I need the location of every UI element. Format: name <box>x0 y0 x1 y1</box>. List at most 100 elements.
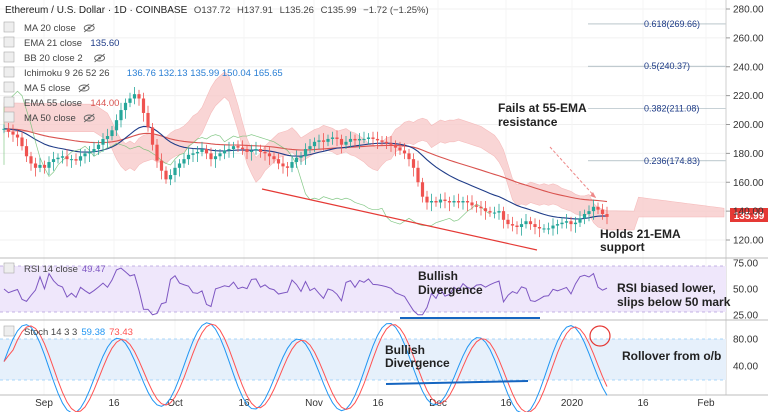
annotation-stoch-div-2: Divergence <box>385 356 450 370</box>
legend-row[interactable]: Ichimoku 9 26 52 26 136.76 132.13 135.99 … <box>3 66 283 79</box>
candle <box>371 131 375 147</box>
candle <box>434 196 438 207</box>
annotation-rsi-div-1: Bullish <box>418 269 458 283</box>
candle <box>366 133 371 145</box>
candle <box>474 201 479 213</box>
candle <box>15 130 20 147</box>
close-value: 135.99 <box>327 5 356 16</box>
candle <box>177 159 182 177</box>
legend-row[interactable]: EMA 55 close 144.00 <box>3 96 119 109</box>
candle <box>335 130 339 147</box>
candle <box>236 140 240 152</box>
candle <box>74 153 78 165</box>
rsi-tick-label: 50.00 <box>733 285 758 296</box>
open-value: 137.72 <box>201 5 230 16</box>
fib-label: 0.382(211.08) <box>644 104 699 114</box>
legend-swatch <box>3 36 15 48</box>
candle <box>123 98 128 119</box>
stoch-tick-label: 40.00 <box>733 362 758 373</box>
price-tick-label: 200.00 <box>733 120 764 131</box>
rsi-value: 49.47 <box>82 264 106 275</box>
current-price-label: 135.99 <box>734 211 765 222</box>
legend-label: MA 20 close <box>24 23 76 34</box>
price-tick-label: 140.00 <box>733 207 764 218</box>
candle <box>411 153 416 177</box>
stoch-label: Stoch 14 3 3 <box>24 327 77 338</box>
legend-swatch <box>3 96 15 108</box>
legend-row[interactable]: BB 20 close 2 <box>3 51 106 64</box>
price-tick-label: 220.00 <box>733 91 764 102</box>
candle <box>78 149 83 167</box>
current-price-badge <box>730 208 768 222</box>
candle <box>461 196 465 210</box>
symbol-title: Ethereum / U.S. Dollar · 1D · COINBASE <box>5 5 188 16</box>
legend-row[interactable]: EMA 21 close 135.60 <box>3 36 119 49</box>
candle <box>357 133 362 150</box>
candle <box>258 144 263 158</box>
candle <box>240 140 245 155</box>
rsi-tick-label: 25.00 <box>733 311 758 322</box>
stoch-legend: Stoch 14 3 3 59.38 73.43 <box>3 325 133 338</box>
candle <box>60 150 65 164</box>
eye-off-icon[interactable] <box>83 113 95 123</box>
candle <box>578 211 582 228</box>
candle <box>213 149 218 168</box>
candle <box>479 201 483 216</box>
legend-label: EMA 55 close <box>24 98 82 109</box>
legend-label: EMA 21 close <box>24 38 82 49</box>
candle <box>560 216 564 229</box>
time-tick-label: Sep <box>35 398 53 409</box>
candle <box>452 195 456 207</box>
candle <box>524 214 528 229</box>
fib-levels <box>588 23 726 162</box>
legend-label: BB 20 close 2 <box>24 53 83 64</box>
candle <box>591 199 596 220</box>
candle <box>146 105 150 132</box>
candle <box>402 143 407 160</box>
legend-row[interactable]: MA 50 close <box>3 111 95 124</box>
candle <box>497 203 501 220</box>
candle <box>375 131 380 150</box>
candle <box>420 177 425 203</box>
candle <box>528 216 533 230</box>
legend-label: MA 5 close <box>24 83 70 94</box>
price-tick-label: 120.00 <box>733 236 764 247</box>
price-tick-label: 160.00 <box>733 178 764 189</box>
candle <box>114 114 119 137</box>
legend-value: 144.00 <box>90 98 119 109</box>
candle <box>533 218 537 235</box>
eye-off-icon[interactable] <box>78 83 90 93</box>
candle <box>317 134 321 150</box>
legend-swatch <box>3 81 15 93</box>
candle <box>393 140 398 157</box>
eye-off-icon[interactable] <box>94 53 106 63</box>
candle <box>132 86 137 105</box>
candles <box>2 86 609 238</box>
candle <box>2 124 6 134</box>
candle <box>564 214 569 229</box>
candle <box>110 125 114 141</box>
header: Ethereum / U.S. Dollar · 1D · COINBASE O… <box>5 5 429 16</box>
candle <box>470 195 474 210</box>
annotation-fails-2: resistance <box>498 115 558 129</box>
candle <box>200 141 204 157</box>
candle <box>569 216 573 232</box>
candle <box>326 134 330 147</box>
legend-row[interactable]: MA 5 close <box>3 81 90 94</box>
candle <box>47 156 51 176</box>
price-axis[interactable]: 280.00 260.00 240.00 220.00 200.00 180.00 160.… <box>726 5 764 247</box>
candle <box>483 201 488 220</box>
indicator-axis: 75.00 50.00 25.00 80.00 40.00 <box>733 259 758 373</box>
candle <box>492 206 497 219</box>
time-tick-label: Oct <box>167 398 183 409</box>
arrow-line <box>549 146 597 199</box>
fib-labels: 0.618(269.66) 0.5(240.37) 0.382(211.08) 0.2… <box>644 19 700 166</box>
trend-line[interactable] <box>261 188 538 251</box>
legend-row[interactable]: MA 20 close <box>3 21 95 34</box>
candle <box>65 149 69 167</box>
legend-label: MA 50 close <box>24 113 76 124</box>
price-tick-label: 180.00 <box>733 149 764 160</box>
rsi-tick-label: 75.00 <box>733 259 758 270</box>
eye-off-icon[interactable] <box>83 23 95 33</box>
